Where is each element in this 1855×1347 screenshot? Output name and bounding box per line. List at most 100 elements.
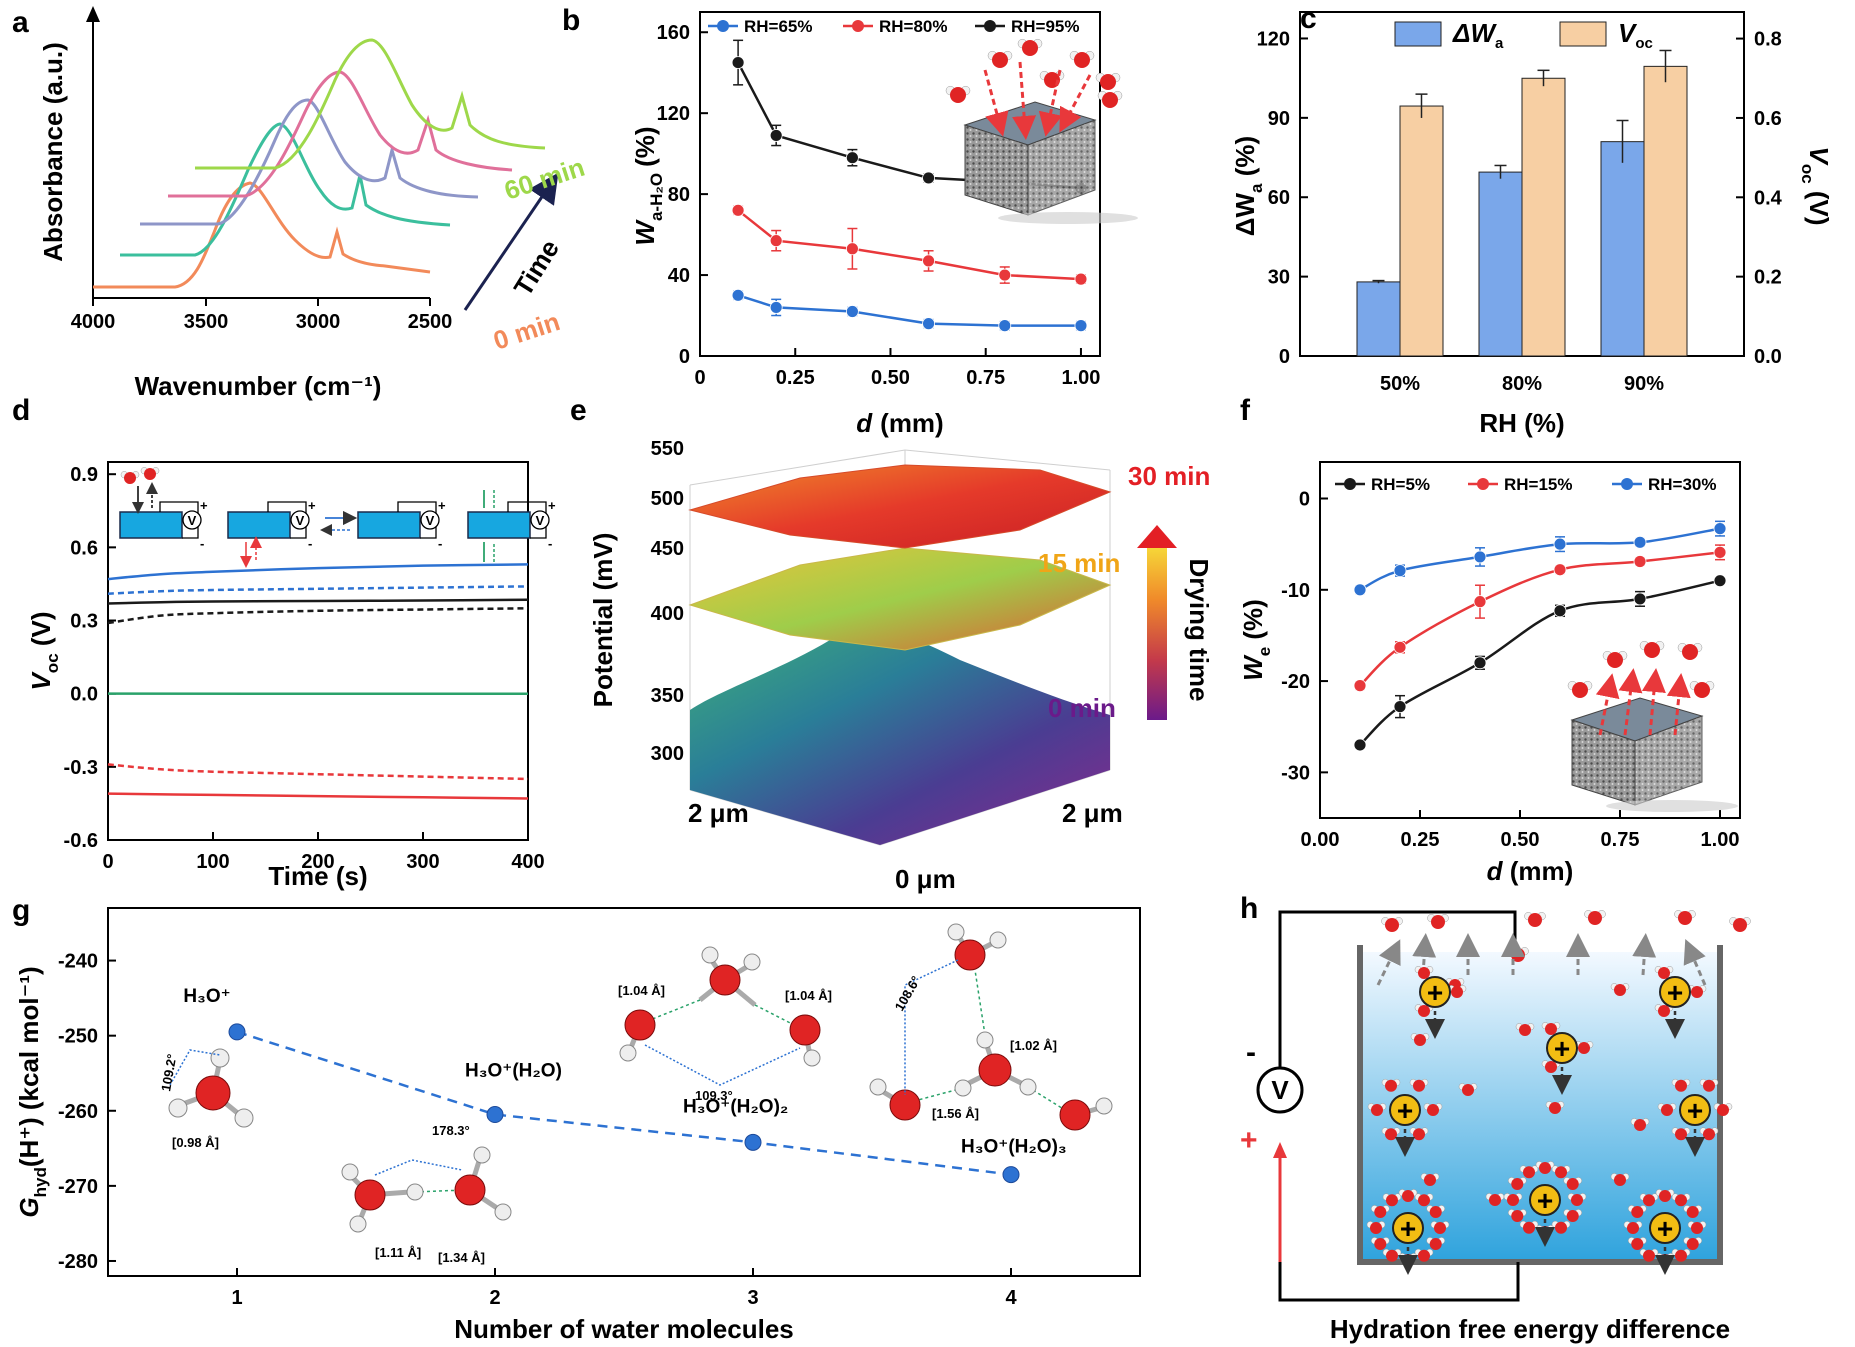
c-ytick-left-label: 90: [1268, 108, 1290, 130]
c-xtick-label: 50%: [1380, 373, 1420, 395]
b-legend-marker: [984, 20, 996, 32]
h-hydration-water: [1414, 1248, 1434, 1262]
d-series-line: [107, 585, 529, 595]
oxygen-atom: [1418, 1249, 1430, 1262]
h-hydrated-proton: +: [1503, 1161, 1587, 1247]
h-hydration-water: [1699, 1078, 1719, 1092]
g-struct-label: 178.3°: [432, 1123, 470, 1138]
oxygen-atom: [1588, 911, 1602, 925]
g-point-label: H₃O⁺: [183, 986, 230, 1007]
curve-60-min: [195, 38, 546, 170]
c-legend-label: Voc: [1618, 18, 1653, 52]
water-molecule: [1097, 90, 1123, 108]
h-hydration-water: [1551, 1165, 1571, 1179]
g-struct-label: 109.3°: [695, 1088, 733, 1103]
d-inset-voltmeter-label: V: [536, 513, 545, 528]
g-xtick-label: 4: [1005, 1287, 1017, 1309]
h-proton-sign: +: [1657, 1213, 1673, 1244]
g-ytick-label: -260: [58, 1101, 98, 1123]
d-ytick-label: -0.3: [64, 757, 98, 779]
d-series-line: [107, 563, 529, 581]
oxygen-atom: [1643, 1249, 1655, 1262]
f-data-point: [1473, 550, 1487, 564]
f-xtick-label: 0.75: [1601, 829, 1640, 851]
f-legend-marker: [1344, 478, 1356, 490]
d-inset-circuit: V+ -: [119, 498, 208, 551]
f-desorption-arrow: [1595, 673, 1620, 736]
d-inset-plus: +: [438, 498, 446, 513]
oxygen-atom: [1675, 1128, 1687, 1141]
b-legend-marker: [717, 20, 729, 32]
oxygen-atom: [1424, 1174, 1436, 1186]
oxygen-atom: [1733, 918, 1747, 932]
h-vapor-water: [1674, 910, 1696, 925]
f-xlabel: d (mm): [1487, 856, 1574, 886]
oxygen-atom: [1511, 1178, 1524, 1190]
h-evaporation-arrow: [1632, 933, 1657, 976]
a-ylabel: Absorbance (a.u.): [38, 42, 68, 262]
oxygen-atom: [709, 964, 741, 996]
hydrogen-atom: [1019, 1078, 1037, 1096]
d-inset-wire: [507, 501, 547, 539]
hydrogen-atom: [869, 1078, 887, 1096]
h-free-water: [1610, 983, 1630, 996]
g-data-point: [228, 1023, 246, 1041]
oxygen-atom: [1545, 1061, 1557, 1074]
label-60-min: 60 min: [501, 152, 589, 206]
h-hydration-water: [1628, 1237, 1647, 1250]
hydrogen-atom: [473, 1146, 491, 1164]
h-free-water: [1458, 1083, 1478, 1096]
h-hydrated-proton: +: [1367, 1078, 1443, 1157]
oxygen-atom: [144, 468, 156, 480]
oxygen-atom: [1661, 1104, 1673, 1116]
oxygen-atom: [1555, 1166, 1567, 1179]
f-xtick-label: 0.25: [1401, 829, 1440, 851]
angle-guide: [374, 1159, 463, 1176]
h-hydration-water: [1382, 1248, 1402, 1262]
oxygen-atom: [1429, 1238, 1442, 1250]
f-legend-marker: [1621, 478, 1633, 490]
h-proton-sign: +: [1427, 977, 1443, 1008]
h-caption: Hydration free energy difference: [1330, 1314, 1730, 1344]
d-inset-sample: [227, 511, 291, 539]
f-legend-marker: [1477, 478, 1489, 490]
voltmeter: [1256, 1066, 1304, 1114]
water-molecule: [1689, 680, 1715, 698]
f-frame: [1319, 461, 1741, 819]
e-axis-label-2: 0 μm: [895, 864, 956, 894]
h-hydration-water: [1699, 1127, 1719, 1141]
b-ytick-label: 40: [668, 265, 690, 287]
water-molecule: [1639, 640, 1665, 658]
label-0-min-e: 0 min: [1048, 693, 1116, 723]
b-data-point: [731, 288, 745, 302]
oxygen-atom: [1451, 986, 1463, 998]
panel-b: b 0 0.25 0.50 0.75 1.00 0 40 80 120 160 RH=65% RH=…: [562, 4, 1138, 438]
oxygen-atom: [1607, 652, 1623, 668]
f-data-point: [1473, 656, 1487, 670]
oxygen-atom: [624, 1009, 656, 1041]
oxygen-atom: [1643, 1194, 1655, 1207]
circuit-wire-top: [1278, 910, 1517, 1112]
h-hydration-water: [1541, 1022, 1561, 1035]
c-bar: [1399, 105, 1444, 357]
h-hydration-water: [1535, 1161, 1555, 1174]
colorbar-label: Drying time: [1184, 558, 1214, 701]
d-xtick-label: 0: [102, 851, 113, 873]
d-inset-minus: -: [200, 536, 204, 551]
panel-d: d 0 100 200 300 400-0.6-0.30.00.30.60.9 V+-V…: [12, 394, 556, 891]
h-proton: [1419, 976, 1451, 1008]
d-inset-circuit: V+ -: [227, 498, 316, 551]
h-proton: [1659, 976, 1691, 1008]
oxygen-atom: [1659, 1190, 1671, 1202]
water-molecule: [1039, 70, 1065, 88]
b-data-point: [769, 129, 783, 142]
g-struct-label: 108.6°: [892, 973, 924, 1013]
d-xtick-label: 400: [511, 851, 544, 873]
d-ylabel: Voc (V): [26, 611, 62, 690]
g-ytick-label: -250: [58, 1026, 98, 1048]
h-hydration-water: [1414, 1004, 1434, 1018]
e-ztick-label: 350: [651, 685, 684, 707]
h-proton-sign: +: [1667, 977, 1683, 1008]
h-hydration-water: [1683, 1205, 1702, 1218]
d-ytick-label: 0.3: [70, 611, 98, 633]
